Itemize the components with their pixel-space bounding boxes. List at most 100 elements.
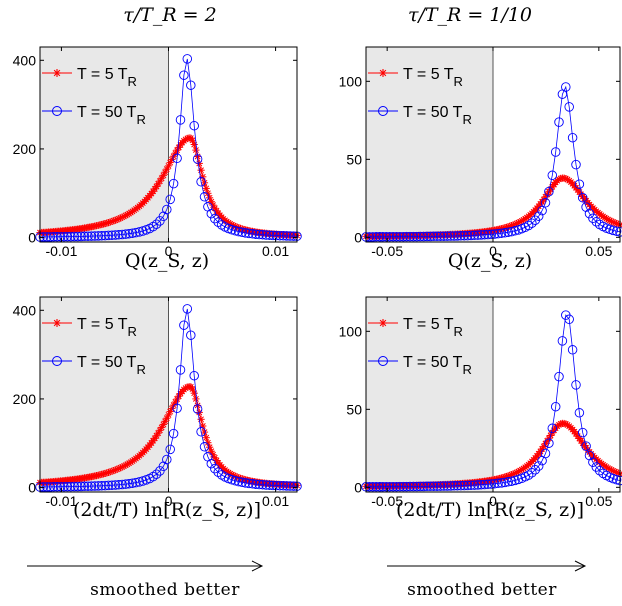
data-point (175, 115, 186, 125)
legend-marker (52, 356, 62, 366)
data-point (489, 478, 500, 489)
data-point (244, 478, 254, 489)
data-point (476, 479, 486, 490)
data-point (275, 480, 285, 491)
data-point (459, 480, 469, 491)
data-point (189, 370, 199, 381)
data-point (200, 179, 209, 187)
data-point (264, 230, 275, 240)
data-point (48, 482, 59, 492)
data-point (577, 427, 588, 438)
data-point (166, 159, 174, 167)
data-point (72, 231, 83, 242)
star-stroke (208, 198, 215, 205)
data-point (165, 194, 175, 205)
data-point (591, 217, 602, 227)
data-point (278, 481, 289, 491)
data-point (93, 231, 104, 241)
xlabel-top-left: Q(z_S, z) (124, 250, 210, 272)
data-point (206, 208, 217, 219)
data-point (466, 480, 476, 490)
data-point (564, 102, 574, 112)
arrow-head (574, 560, 587, 572)
xlabel-bottom-left: (2dt/T) ln[R(z_S, z)] (72, 499, 262, 521)
data-point (469, 230, 480, 241)
y-tick-label: 0 (354, 229, 362, 245)
data-point (425, 481, 436, 492)
data-point (533, 461, 544, 471)
data-point (442, 231, 453, 241)
data-point (435, 231, 446, 241)
data-point (415, 231, 425, 242)
data-point (412, 231, 422, 242)
data-point (148, 471, 158, 482)
legend-marker (53, 69, 61, 77)
data-point (210, 463, 220, 474)
data-point (120, 229, 131, 239)
data-point (405, 231, 415, 242)
data-point (237, 227, 247, 238)
star-stroke (192, 395, 199, 402)
data-point (500, 228, 510, 238)
data-point (408, 481, 419, 492)
data-point (48, 232, 59, 242)
data-point (567, 132, 578, 143)
data-point (268, 480, 278, 491)
data-point (473, 480, 483, 490)
data-point (55, 231, 66, 242)
data-point (199, 192, 210, 202)
data-point (131, 227, 141, 238)
data-point (240, 478, 251, 488)
data-point (483, 479, 493, 490)
data-point (456, 480, 466, 491)
data-point (428, 481, 439, 491)
data-point (52, 232, 62, 242)
data-point (574, 179, 585, 189)
data-point (364, 232, 375, 242)
data-point (196, 427, 206, 437)
data-point (611, 226, 622, 236)
star-stroke (204, 190, 211, 197)
data-point (79, 231, 90, 242)
data-point (261, 480, 271, 490)
data-point (564, 314, 574, 325)
data-point (257, 479, 268, 490)
data-point (93, 481, 104, 491)
data-point (391, 481, 402, 492)
data-point (527, 468, 537, 478)
star-stroke (204, 439, 211, 446)
legend-marker (53, 319, 61, 327)
xlabel-bottom-right: (2dt/T) ln[R(z_S, z)] (395, 499, 585, 521)
star-stroke (199, 173, 206, 180)
data-point (544, 438, 554, 448)
data-point (107, 480, 117, 490)
shaded-region (40, 297, 169, 492)
shaded-region (366, 47, 493, 242)
data-point (374, 232, 385, 242)
y-tick-label: 0 (28, 480, 36, 496)
data-point (527, 218, 537, 228)
data-point (469, 480, 480, 490)
data-point (425, 231, 436, 242)
data-point (493, 228, 503, 239)
data-point (476, 230, 486, 240)
data-point (100, 230, 110, 241)
data-point (422, 481, 432, 492)
data-point (206, 458, 217, 469)
data-point (428, 231, 439, 242)
data-point (55, 481, 66, 492)
x-tick-label: 0 (165, 493, 173, 509)
data-point (247, 479, 258, 489)
data-point (237, 477, 247, 488)
data-point (412, 481, 422, 492)
data-point (213, 217, 223, 227)
series-line-1 (366, 85, 621, 238)
data-point (38, 232, 49, 242)
data-point (547, 170, 558, 181)
data-point (192, 395, 200, 403)
x-tick-label: 0 (165, 243, 173, 259)
data-point (117, 479, 127, 490)
data-point (230, 226, 241, 236)
y-tick-label: 100 (339, 73, 363, 89)
data-point (591, 462, 602, 472)
